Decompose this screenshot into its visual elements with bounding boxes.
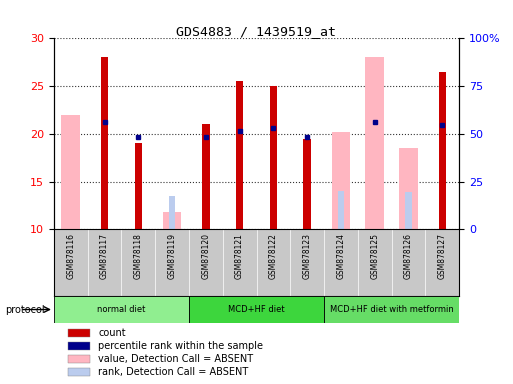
Bar bbox=[236, 81, 243, 229]
Bar bbox=[134, 143, 142, 229]
Text: GDS4883 / 1439519_at: GDS4883 / 1439519_at bbox=[176, 25, 337, 38]
Bar bbox=[169, 196, 175, 229]
Bar bbox=[163, 212, 182, 229]
Text: GSM878124: GSM878124 bbox=[337, 233, 345, 279]
Text: GSM878120: GSM878120 bbox=[201, 233, 210, 279]
Text: percentile rank within the sample: percentile rank within the sample bbox=[98, 341, 264, 351]
Text: GSM878119: GSM878119 bbox=[168, 233, 176, 279]
Text: GSM878125: GSM878125 bbox=[370, 233, 379, 279]
Text: GSM878122: GSM878122 bbox=[269, 233, 278, 278]
Bar bbox=[68, 355, 90, 362]
Bar bbox=[365, 58, 384, 229]
Bar bbox=[405, 192, 411, 229]
Text: count: count bbox=[98, 328, 126, 338]
Bar bbox=[270, 86, 277, 229]
Bar bbox=[304, 139, 311, 229]
Text: protocol: protocol bbox=[5, 305, 45, 314]
Text: rank, Detection Call = ABSENT: rank, Detection Call = ABSENT bbox=[98, 367, 249, 377]
Bar bbox=[202, 124, 209, 229]
Text: GSM878116: GSM878116 bbox=[66, 233, 75, 279]
Bar bbox=[68, 329, 90, 337]
Bar bbox=[331, 132, 350, 229]
Text: MCD+HF diet: MCD+HF diet bbox=[228, 305, 285, 314]
Text: value, Detection Call = ABSENT: value, Detection Call = ABSENT bbox=[98, 354, 253, 364]
Bar bbox=[399, 148, 418, 229]
Text: MCD+HF diet with metformin: MCD+HF diet with metformin bbox=[330, 305, 453, 314]
Text: GSM878123: GSM878123 bbox=[303, 233, 312, 279]
Bar bbox=[338, 191, 344, 229]
Bar bbox=[68, 367, 90, 376]
Text: GSM878126: GSM878126 bbox=[404, 233, 413, 279]
Text: normal diet: normal diet bbox=[97, 305, 146, 314]
Bar bbox=[62, 115, 80, 229]
Text: GSM878118: GSM878118 bbox=[134, 233, 143, 278]
Bar bbox=[324, 296, 459, 323]
Text: GSM878127: GSM878127 bbox=[438, 233, 447, 279]
Bar bbox=[189, 296, 324, 323]
Bar bbox=[54, 296, 189, 323]
Bar bbox=[439, 72, 446, 229]
Text: GSM878121: GSM878121 bbox=[235, 233, 244, 278]
Bar bbox=[101, 58, 108, 229]
Bar bbox=[68, 342, 90, 350]
Text: GSM878117: GSM878117 bbox=[100, 233, 109, 279]
